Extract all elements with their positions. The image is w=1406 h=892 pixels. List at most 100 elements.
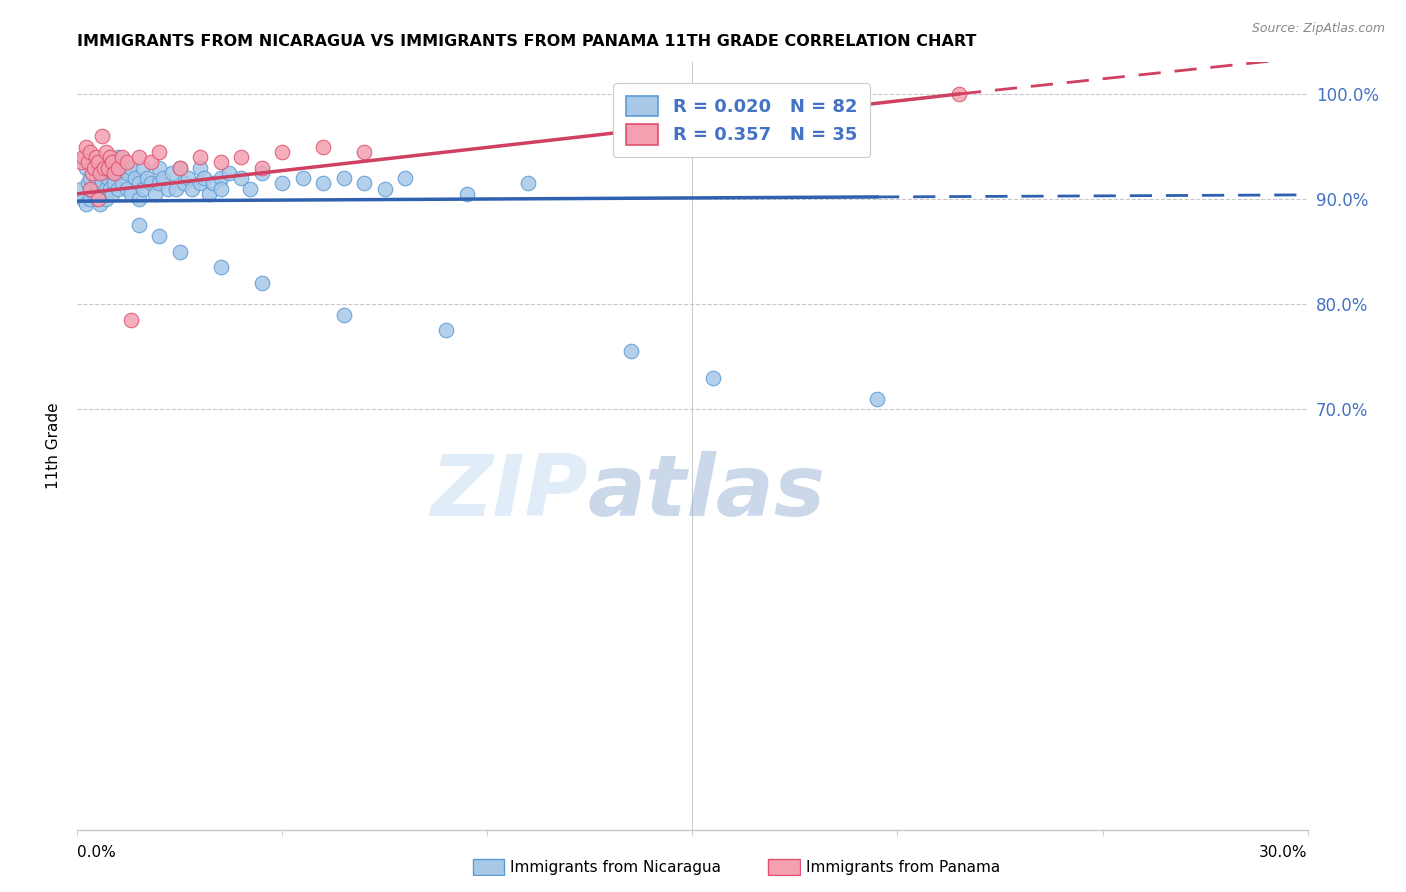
Point xyxy=(231,150,253,164)
Point xyxy=(148,145,170,159)
Point xyxy=(188,150,212,164)
Point xyxy=(312,176,335,190)
Point xyxy=(231,171,253,186)
Point xyxy=(90,176,114,190)
Point xyxy=(70,155,93,169)
Point xyxy=(148,228,170,243)
Point xyxy=(107,150,129,164)
Text: Immigrants from Nicaragua: Immigrants from Nicaragua xyxy=(510,860,721,874)
Point xyxy=(98,155,121,169)
Point xyxy=(111,150,134,164)
Point xyxy=(193,171,215,186)
Point xyxy=(197,186,219,201)
Y-axis label: 11th Grade: 11th Grade xyxy=(46,402,62,490)
Point xyxy=(188,161,212,175)
Point xyxy=(250,276,273,290)
Point xyxy=(89,197,111,211)
Point xyxy=(79,145,101,159)
Point xyxy=(115,181,138,195)
Point xyxy=(177,171,200,186)
Point xyxy=(141,176,163,190)
Point xyxy=(312,139,335,153)
Point xyxy=(250,166,273,180)
Point xyxy=(353,176,375,190)
Point xyxy=(271,176,294,190)
Point xyxy=(124,171,146,186)
Point xyxy=(148,161,170,175)
Point xyxy=(111,176,134,190)
Point xyxy=(72,150,94,164)
Point xyxy=(132,181,155,195)
Point xyxy=(101,155,124,169)
Point xyxy=(84,171,107,186)
Point xyxy=(75,139,97,153)
Point xyxy=(291,171,314,186)
Point xyxy=(97,171,120,186)
Point xyxy=(70,181,93,195)
Point xyxy=(94,181,117,195)
Point xyxy=(103,171,125,186)
FancyBboxPatch shape xyxy=(472,859,505,875)
Point xyxy=(94,192,117,206)
Point xyxy=(456,186,478,201)
Point xyxy=(209,155,232,169)
Point xyxy=(75,161,97,175)
Point xyxy=(128,219,150,233)
Point xyxy=(169,244,191,259)
Point xyxy=(87,192,110,206)
Point xyxy=(128,150,150,164)
Point xyxy=(72,192,94,206)
Point xyxy=(103,176,125,190)
Point xyxy=(107,181,129,195)
Point xyxy=(120,313,142,327)
Text: IMMIGRANTS FROM NICARAGUA VS IMMIGRANTS FROM PANAMA 11TH GRADE CORRELATION CHART: IMMIGRANTS FROM NICARAGUA VS IMMIGRANTS … xyxy=(77,34,977,49)
Point xyxy=(152,171,174,186)
FancyBboxPatch shape xyxy=(768,859,800,875)
Point xyxy=(87,155,110,169)
Point xyxy=(90,128,114,143)
Point xyxy=(394,171,416,186)
Text: Source: ZipAtlas.com: Source: ZipAtlas.com xyxy=(1251,22,1385,36)
Point xyxy=(148,176,170,190)
Point xyxy=(98,150,121,164)
Point xyxy=(115,155,138,169)
Point xyxy=(250,161,273,175)
Point xyxy=(271,145,294,159)
Point xyxy=(136,171,159,186)
Text: 30.0%: 30.0% xyxy=(1260,846,1308,860)
Point xyxy=(218,166,240,180)
Point xyxy=(353,145,375,159)
Point xyxy=(75,197,97,211)
Point xyxy=(169,161,191,175)
Legend: R = 0.020   N = 82, R = 0.357   N = 35: R = 0.020 N = 82, R = 0.357 N = 35 xyxy=(613,83,870,157)
Point xyxy=(132,161,155,175)
Text: Immigrants from Panama: Immigrants from Panama xyxy=(806,860,1000,874)
Point xyxy=(209,171,232,186)
Text: atlas: atlas xyxy=(588,450,825,533)
Point xyxy=(80,181,103,195)
Point xyxy=(948,87,970,101)
Point xyxy=(620,344,643,359)
Point xyxy=(141,155,163,169)
Point xyxy=(87,192,110,206)
Point xyxy=(111,161,134,175)
Point xyxy=(436,323,458,337)
Point xyxy=(165,181,187,195)
Point xyxy=(76,176,98,190)
Point xyxy=(866,392,889,406)
Point xyxy=(98,181,121,195)
Point xyxy=(209,181,232,195)
Point xyxy=(239,181,262,195)
Point xyxy=(115,166,138,180)
Point xyxy=(333,308,356,322)
Point xyxy=(160,166,183,180)
Point xyxy=(79,171,101,186)
Point xyxy=(76,155,98,169)
Point xyxy=(93,161,115,175)
Point xyxy=(181,181,204,195)
Point xyxy=(103,166,125,180)
Point xyxy=(87,181,110,195)
Point xyxy=(101,186,124,201)
Point xyxy=(83,186,105,201)
Point xyxy=(80,166,103,180)
